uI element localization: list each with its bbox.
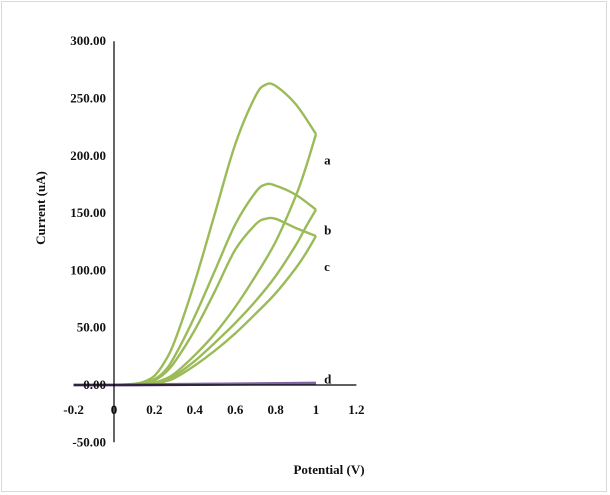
y-tick-label: 200.00 <box>70 148 106 163</box>
curve-c-forward <box>113 216 317 387</box>
curve-label-c: c <box>324 259 330 274</box>
curve-label-d: d <box>324 371 332 386</box>
curve-c-reverse <box>113 235 318 387</box>
y-tick-label: 150.00 <box>70 205 106 220</box>
axes <box>73 41 357 443</box>
x-tick-labels: -0.2 0 0.2 0.4 0.6 0.8 1 1.2 <box>63 402 364 417</box>
x-tick-label: 0.4 <box>187 402 204 417</box>
y-tick-label: 100.00 <box>70 262 106 277</box>
curve-label-a: a <box>324 152 331 167</box>
y-tick-label: 0.00 <box>83 377 106 392</box>
y-tick-label: 250.00 <box>70 91 106 106</box>
y-tick-label: 300.00 <box>70 33 106 48</box>
curve-b-reverse <box>113 209 318 387</box>
curves <box>73 82 318 387</box>
y-axis-title: Current (uA) <box>33 171 48 245</box>
y-tick-labels: 300.00 250.00 200.00 150.00 100.00 50.00 0.00 -… <box>70 33 106 449</box>
x-tick-label: 0.6 <box>227 402 244 417</box>
x-tick-label: 0.8 <box>267 402 284 417</box>
x-axis-title: Potential (V) <box>293 462 364 477</box>
curve-label-b: b <box>324 222 331 237</box>
curve-a-forward <box>113 82 317 387</box>
y-tick-label: -50.00 <box>72 434 106 449</box>
x-tick-label: 0 <box>111 402 118 417</box>
curve-labels: a b c d <box>324 152 332 386</box>
x-tick-label: 0.2 <box>146 402 162 417</box>
x-tick-label: 1 <box>313 402 320 417</box>
x-tick-label: 1.2 <box>348 402 364 417</box>
x-tick-label: -0.2 <box>63 402 84 417</box>
y-tick-label: 50.00 <box>77 320 106 335</box>
